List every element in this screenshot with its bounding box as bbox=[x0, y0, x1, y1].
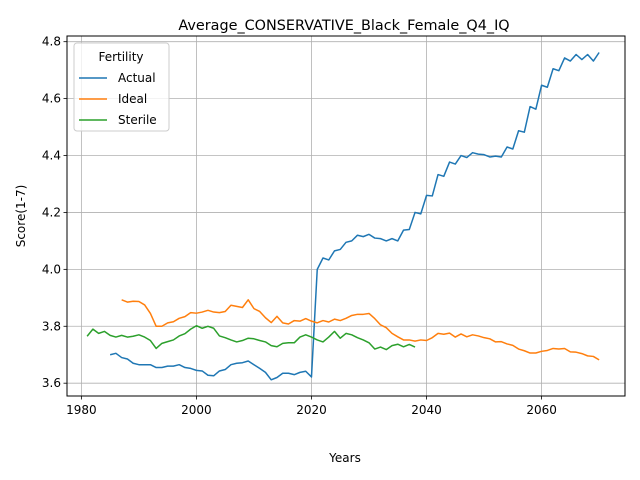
legend-label-ideal: Ideal bbox=[118, 92, 147, 106]
series-lines bbox=[86, 52, 600, 381]
legend-box bbox=[73, 42, 170, 132]
y-tick-label: 4.8 bbox=[42, 35, 61, 49]
legend-label-actual: Actual bbox=[118, 71, 156, 85]
axis-ticks: 1980 2000 2020 2040 2060 3.6 3.8 4.0 4.2 4.4 4.6 4.… bbox=[42, 35, 557, 417]
y-tick-label: 3.6 bbox=[42, 376, 61, 390]
x-tick-label: 2000 bbox=[181, 403, 212, 417]
x-axis-label: Years bbox=[328, 451, 361, 465]
series-line-actual bbox=[109, 52, 600, 381]
x-tick-label: 2040 bbox=[411, 403, 442, 417]
x-tick-label: 1980 bbox=[66, 403, 97, 417]
series-line-ideal bbox=[121, 299, 600, 361]
y-tick-label: 4.2 bbox=[42, 205, 61, 219]
y-tick-label: 4.0 bbox=[42, 262, 61, 276]
plot-frame bbox=[66, 35, 626, 397]
legend-label-sterile: Sterile bbox=[118, 113, 157, 127]
y-tick-label: 4.6 bbox=[42, 92, 61, 106]
legend: Fertility Actual Ideal Sterile bbox=[73, 42, 170, 132]
y-tick-label: 3.8 bbox=[42, 319, 61, 333]
series-line-sterile bbox=[86, 324, 416, 351]
x-tick-label: 2060 bbox=[526, 403, 557, 417]
chart-title: Average_CONSERVATIVE_Black_Female_Q4_IQ bbox=[178, 18, 509, 34]
legend-title: Fertility bbox=[98, 50, 143, 64]
y-axis-label: Score(1-7) bbox=[14, 185, 28, 248]
y-tick-label: 4.4 bbox=[42, 149, 61, 163]
x-tick-label: 2020 bbox=[296, 403, 327, 417]
grid bbox=[67, 36, 625, 396]
